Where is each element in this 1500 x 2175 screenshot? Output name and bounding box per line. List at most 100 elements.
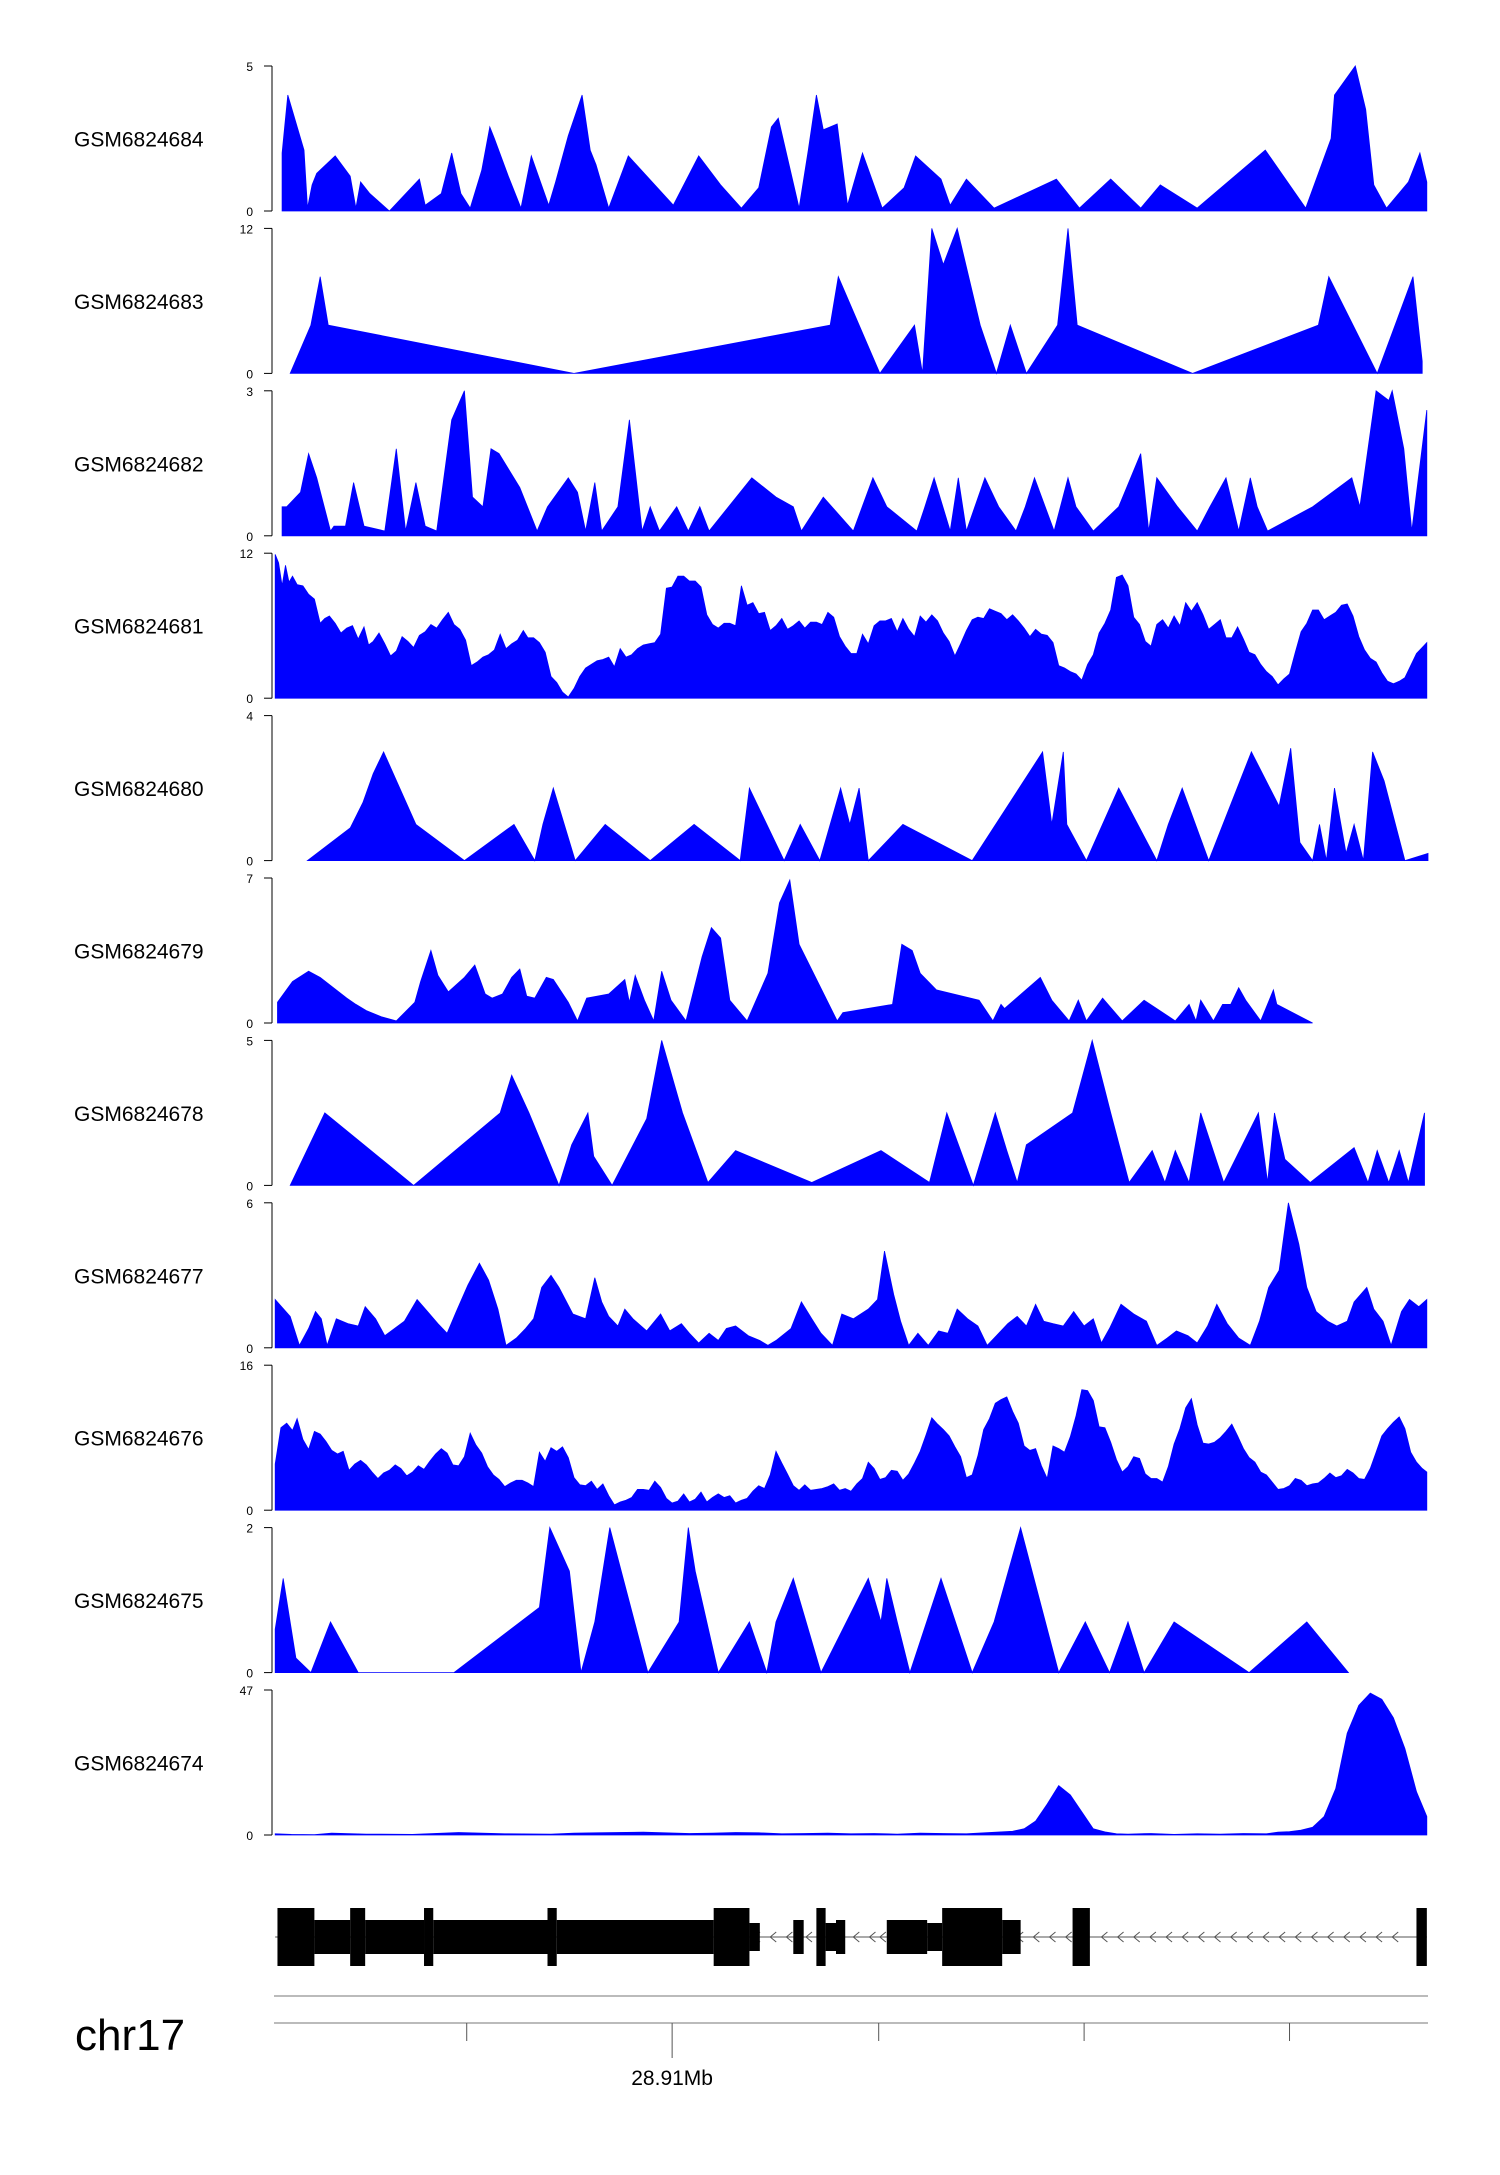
utr-exon [314,1920,351,1954]
track: GSM6824684 5 0 [74,60,1428,219]
track-name: GSM6824678 [74,1103,204,1126]
strand-arrow [1278,1931,1286,1943]
track: GSM6824678 5 0 [74,1034,1425,1193]
y-max-label: 12 [240,547,254,561]
track-name: GSM6824680 [74,778,204,801]
coding-exon [1072,1908,1090,1966]
coding-exon [424,1908,434,1966]
y-max-label: 7 [246,872,253,886]
track: GSM6824682 3 0 [74,385,1428,544]
coverage-area [289,227,1423,375]
strand-arrow [868,1931,876,1943]
strand-arrow [1294,1931,1302,1943]
utr-exon [1002,1920,1021,1954]
track-name: GSM6824682 [74,453,204,476]
coding-exon [816,1908,826,1966]
strand-arrow [769,1931,777,1943]
track-name: GSM6824683 [74,291,204,314]
y-min-label: 0 [246,855,253,869]
track-name: GSM6824679 [74,941,204,964]
small-exon [927,1923,943,1951]
y-max-label: 47 [240,1684,254,1698]
utr-exon [886,1920,928,1954]
coding-exon [277,1908,315,1966]
strand-arrow [785,1931,793,1943]
utr-exon [433,1920,548,1954]
strand-arrow [1116,1931,1124,1943]
strand-arrow [1100,1931,1108,1943]
coverage-area [281,389,1428,537]
strand-arrow [1149,1931,1157,1943]
gene-model [275,1908,1427,1966]
y-min-label: 0 [246,205,253,219]
strand-arrow [1375,1931,1383,1943]
strand-arrow [1064,1931,1072,1943]
strand-arrow [1342,1931,1351,1943]
strand-arrow [805,1931,813,1943]
track: GSM6824675 2 0 [74,1522,1350,1681]
track: GSM6824676 16 0 [74,1359,1428,1518]
coverage-area [281,65,1428,212]
utr-exon [365,1920,425,1954]
strand-arrow [1197,1931,1205,1943]
track-name: GSM6824681 [74,616,204,639]
coverage-area [274,1389,1428,1511]
y-max-label: 12 [240,222,254,236]
strand-arrow [1262,1931,1270,1943]
y-min-label: 0 [246,1179,253,1193]
strand-arrow [852,1931,860,1943]
utr-exon [556,1920,714,1954]
y-min-label: 0 [246,1017,253,1031]
genome-axis: chr17 28.91Mb [75,1995,1428,2090]
coding-exon [942,1908,1003,1966]
coverage-area [274,1202,1428,1349]
track-name: GSM6824684 [74,129,204,152]
track: GSM6824677 6 0 [74,1197,1428,1356]
strand-arrow [879,1931,887,1943]
strand-arrow [1181,1931,1189,1943]
coverage-area [289,1038,1425,1187]
y-min-label: 0 [246,1667,253,1681]
y-max-label: 5 [246,60,253,74]
coverage-area [277,878,1313,1024]
y-max-label: 3 [246,385,253,399]
small-exon [749,1923,760,1951]
coverage-area [274,1526,1350,1675]
strand-arrow [1246,1931,1254,1943]
y-min-label: 0 [246,1342,253,1356]
strand-arrow [1213,1931,1221,1943]
y-max-label: 2 [246,1522,253,1536]
coding-exon [713,1908,750,1966]
y-min-label: 0 [246,530,253,544]
y-max-label: 4 [246,710,253,724]
chromosome-label: chr17 [75,2011,185,2060]
y-min-label: 0 [246,367,253,381]
track: GSM6824674 47 0 [74,1684,1428,1843]
utr-exon [793,1920,804,1954]
y-min-label: 0 [246,692,253,706]
coding-exon [547,1908,557,1966]
y-min-label: 0 [246,1504,253,1518]
strand-arrow [1132,1931,1141,1943]
track-name: GSM6824676 [74,1428,204,1451]
strand-arrow [1359,1931,1367,1943]
x-tick-label: 28.91Mb [631,2067,713,2090]
strand-arrow [1048,1931,1056,1943]
track: GSM6824680 4 0 [74,710,1429,869]
strand-arrow [1310,1931,1318,1943]
track-name: GSM6824674 [74,1753,204,1776]
strand-arrow [1326,1931,1334,1943]
coverage-area [274,554,1428,699]
coverage-area [274,1692,1428,1836]
y-max-label: 5 [246,1034,253,1048]
strand-arrow [1165,1931,1173,1943]
strand-arrow [1229,1931,1237,1943]
track-name: GSM6824675 [74,1590,204,1613]
utr-exon [835,1920,846,1954]
track: GSM6824681 12 0 [74,547,1428,706]
coverage-area [306,748,1429,862]
coding-exon [1416,1908,1427,1966]
track: GSM6824679 7 0 [74,872,1313,1031]
